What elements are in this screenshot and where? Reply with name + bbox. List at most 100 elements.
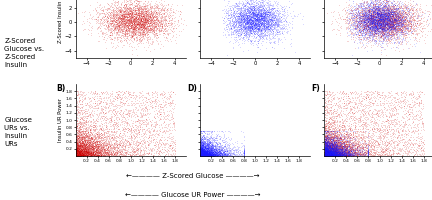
Point: [324, 146, 330, 149]
Point: [198, 153, 205, 157]
Point: [329, 142, 336, 145]
Point: [331, 153, 338, 157]
Point: [323, 147, 330, 150]
Point: [94, 150, 101, 154]
Point: [378, 26, 385, 30]
Point: [349, 9, 356, 12]
Point: [323, 149, 330, 153]
Point: [200, 151, 206, 154]
Point: [322, 150, 329, 153]
Point: [390, 14, 397, 17]
Point: [339, 147, 346, 150]
Point: [345, 151, 352, 154]
Point: [383, 23, 390, 26]
Point: [127, 26, 134, 29]
Point: [198, 146, 205, 149]
Point: [384, 20, 391, 23]
Point: [146, 28, 152, 31]
Point: [332, 145, 339, 148]
Point: [138, 25, 145, 28]
Point: [213, 148, 219, 151]
Point: [381, 10, 388, 14]
Point: [97, 127, 104, 130]
Point: [359, 20, 366, 24]
Point: [76, 154, 83, 158]
Point: [203, 142, 210, 145]
Point: [111, 3, 118, 7]
Point: [374, 6, 381, 9]
Point: [322, 124, 329, 127]
Point: [342, 142, 349, 145]
Point: [160, 144, 167, 147]
Point: [131, 16, 138, 19]
Point: [329, 148, 336, 151]
Point: [321, 149, 328, 152]
Point: [349, 23, 356, 27]
Point: [330, 143, 337, 146]
Point: [374, 5, 381, 8]
Point: [197, 150, 204, 154]
Point: [81, 130, 88, 133]
Point: [239, 26, 246, 29]
Point: [76, 145, 83, 148]
Point: [370, 96, 377, 99]
Point: [322, 154, 329, 157]
Point: [339, 154, 346, 157]
Point: [330, 152, 337, 155]
Point: [127, 11, 133, 14]
Point: [197, 152, 204, 155]
Point: [328, 141, 335, 144]
Point: [323, 149, 330, 152]
Point: [202, 137, 209, 140]
Point: [122, 32, 129, 35]
Point: [250, 27, 257, 30]
Point: [378, 27, 385, 30]
Point: [207, 153, 214, 156]
Point: [234, 20, 241, 23]
Point: [364, 143, 371, 146]
Point: [321, 150, 328, 153]
Point: [198, 154, 205, 157]
Point: [322, 148, 329, 151]
Point: [396, 130, 403, 133]
Point: [334, 107, 340, 110]
Point: [199, 144, 206, 147]
Point: [328, 143, 335, 146]
Point: [325, 151, 332, 154]
Point: [260, 25, 267, 28]
Point: [81, 140, 88, 143]
Point: [81, 130, 88, 133]
Point: [119, 15, 126, 18]
Point: [266, 28, 273, 31]
Point: [105, 17, 112, 20]
Point: [73, 145, 79, 148]
Point: [152, 20, 159, 23]
Point: [324, 152, 331, 155]
Point: [86, 147, 93, 150]
Point: [81, 141, 88, 145]
Point: [344, 34, 351, 37]
Point: [99, 152, 106, 155]
Point: [249, 10, 256, 14]
Point: [90, 153, 97, 157]
Point: [322, 149, 329, 152]
Point: [197, 154, 204, 157]
Point: [88, 154, 95, 157]
Point: [130, 22, 137, 25]
Point: [119, 17, 126, 20]
Point: [135, 22, 142, 25]
Point: [341, 144, 348, 147]
Point: [376, 0, 383, 2]
Point: [378, 18, 384, 21]
Point: [253, 24, 260, 27]
Point: [208, 139, 215, 142]
Point: [148, 6, 155, 10]
Point: [338, 149, 345, 152]
Point: [197, 153, 203, 156]
Point: [398, 21, 405, 24]
Point: [254, 14, 261, 17]
Point: [373, 13, 380, 16]
Point: [387, 7, 394, 10]
Point: [375, 19, 382, 23]
Point: [334, 147, 341, 151]
